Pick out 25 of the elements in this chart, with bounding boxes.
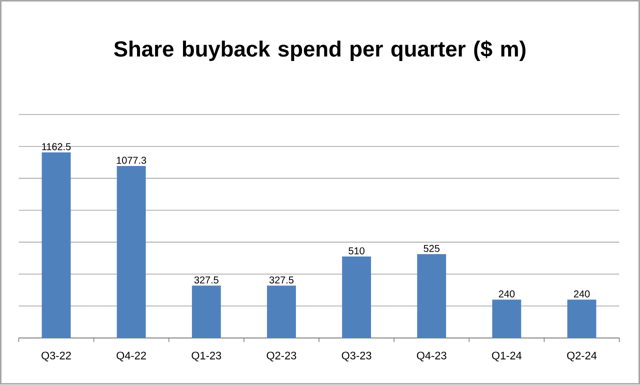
data-label: 1162.5: [42, 143, 71, 150]
bar: [567, 300, 596, 338]
x-tick-label: Q2-24: [567, 352, 597, 362]
data-label: 240: [498, 290, 515, 298]
x-tick-label: Q1-24: [492, 352, 522, 362]
data-label: 1077.3: [116, 156, 146, 164]
bar: [116, 166, 146, 338]
data-label: 327.5: [269, 276, 294, 284]
bar: [192, 286, 221, 338]
x-tick-label: Q3-23: [342, 352, 372, 362]
data-label: 510: [348, 248, 364, 255]
bar: [267, 286, 296, 338]
bar: [492, 300, 522, 338]
x-tick-label: Q4-23: [416, 352, 446, 362]
bar: [342, 256, 372, 338]
data-label: 240: [574, 290, 590, 298]
data-label: 525: [424, 245, 440, 252]
x-tick-label: Q3-22: [42, 352, 71, 362]
chart-title: Share buyback spend per quarter ($ m): [114, 40, 526, 62]
x-tick-label: Q2-23: [266, 352, 296, 362]
x-tick-label: Q4-22: [116, 352, 146, 362]
data-label: 327.5: [194, 276, 218, 284]
bar: [417, 254, 446, 338]
x-tick-label: Q1-23: [192, 352, 222, 362]
bar: [42, 152, 71, 338]
